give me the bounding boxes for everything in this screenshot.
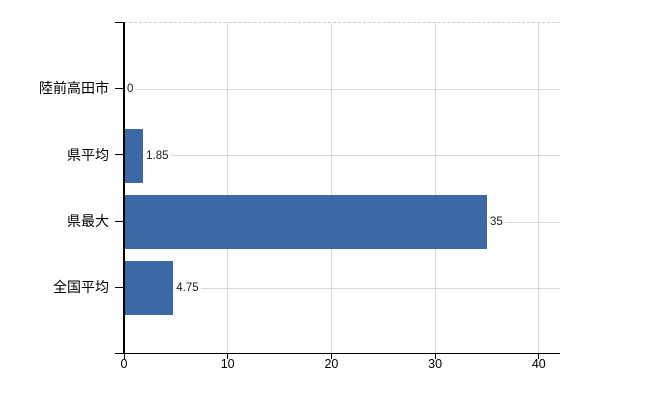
x-gridline (538, 23, 540, 353)
x-axis-line (115, 352, 560, 354)
category-label: 全国平均 (53, 279, 109, 296)
x-tick-label: 20 (324, 357, 339, 371)
category-label: 県最大 (67, 213, 109, 229)
bar (124, 128, 144, 183)
category-label: 県平均 (67, 146, 109, 163)
y-axis-tick (115, 286, 123, 288)
bar (124, 261, 174, 316)
category-gridline (124, 155, 560, 157)
value-label: 35 (487, 215, 505, 229)
x-tick-label: 40 (531, 357, 546, 371)
x-axis-tick (538, 353, 540, 359)
category-gridline (124, 88, 560, 90)
x-axis-tick (123, 353, 125, 359)
x-axis-tick (227, 353, 229, 359)
x-tick-label: 0 (120, 357, 128, 371)
x-axis-tick (330, 353, 332, 359)
value-label: 1.85 (144, 148, 171, 163)
x-gridline (227, 23, 229, 353)
y-axis-tick (115, 154, 123, 156)
y-axis-tick (115, 87, 123, 89)
value-label: 0 (125, 82, 136, 97)
value-label: 4.75 (174, 281, 201, 296)
y-axis-line (123, 22, 125, 353)
bar (124, 195, 487, 249)
x-tick-label: 30 (428, 357, 443, 371)
plot-area: 0 1.85 35 4.75 (124, 22, 560, 353)
x-gridline (434, 23, 436, 353)
x-axis-tick (434, 353, 436, 359)
y-axis-tick (115, 220, 123, 222)
category-label: 陸前高田市 (39, 80, 109, 97)
category-gridline (124, 287, 560, 289)
x-tick-label: 10 (220, 357, 235, 371)
x-gridline (330, 23, 332, 353)
y-axis-top-cap (115, 21, 124, 23)
